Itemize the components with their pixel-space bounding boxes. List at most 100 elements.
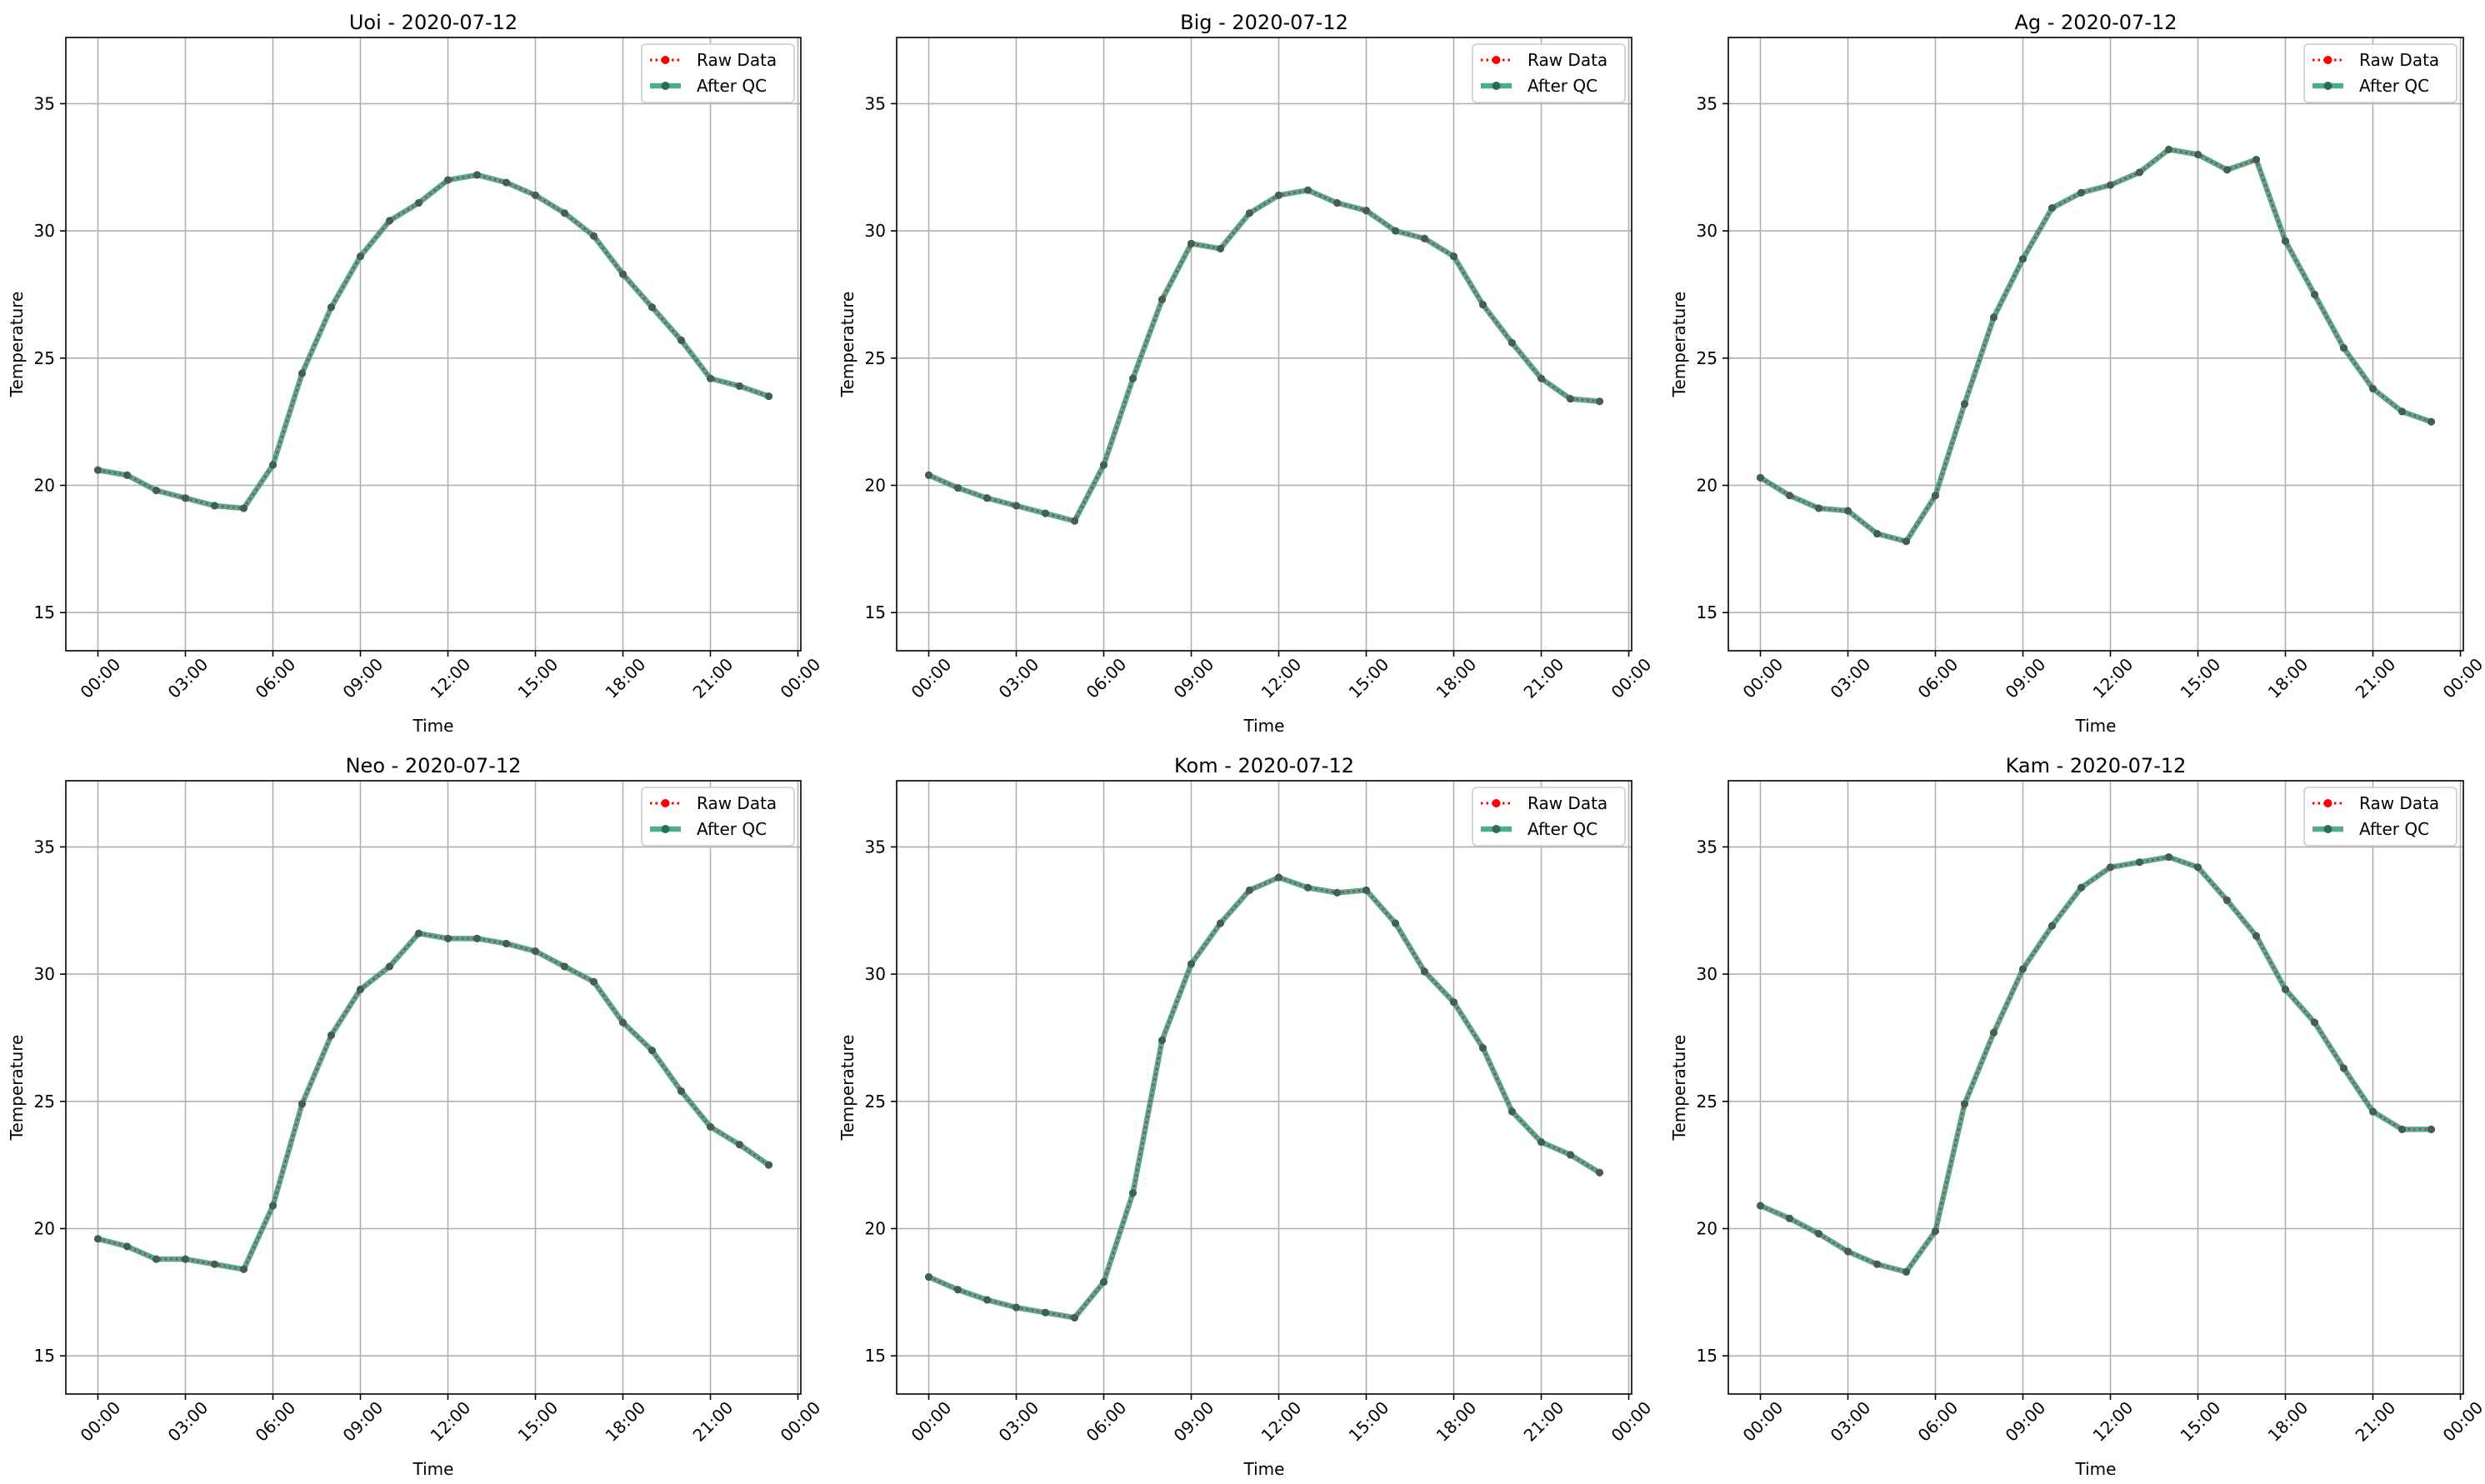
y-tick-label: 20 — [865, 475, 886, 495]
x-tick-label: 15:00 — [2177, 654, 2225, 702]
x-tick-label: 12:00 — [2089, 654, 2138, 702]
legend: Raw Data After QC — [1472, 787, 1626, 847]
data-point-qc — [357, 252, 364, 261]
data-point-qc — [1042, 1308, 1049, 1317]
data-point-qc — [1362, 207, 1370, 215]
series-line-after-qc — [928, 874, 1602, 1321]
data-point-qc — [2369, 1107, 2377, 1116]
legend-marker-qc — [1492, 825, 1501, 833]
data-point-qc — [386, 962, 393, 971]
data-point-qc — [240, 1265, 248, 1273]
data-point-qc — [561, 962, 568, 971]
x-tick-label: 03:00 — [995, 1397, 1043, 1446]
data-point-qc — [152, 1255, 160, 1263]
series-line-after-qc — [928, 187, 1600, 524]
data-point-qc — [1246, 886, 1253, 894]
data-point-qc — [2428, 417, 2435, 426]
data-point-qc — [1158, 296, 1166, 304]
data-point-qc — [1012, 502, 1020, 510]
x-tick-label: 15:00 — [514, 1397, 562, 1446]
subplot-4: 00:00 03:00 06:00 09:00 12:00 15:00 18:00 21:00… — [838, 754, 1655, 1479]
x-tick-label: 21:00 — [1520, 1397, 1568, 1446]
legend-marker-qc — [2323, 82, 2332, 90]
data-point-qc — [707, 374, 714, 382]
legend-label-qc: After QC — [1528, 76, 1598, 96]
x-tick-label: 09:00 — [1170, 654, 1218, 702]
data-point-qc — [1158, 1037, 1166, 1045]
x-tick-label: 00:00 — [77, 654, 125, 702]
y-tick-label: 25 — [1697, 1092, 1718, 1112]
axes-frame — [1728, 780, 2464, 1395]
data-point-qc — [328, 1031, 335, 1039]
data-point-qc — [765, 1161, 772, 1169]
data-point-qc — [954, 484, 962, 492]
data-point-qc — [1392, 919, 1399, 927]
data-point-qc — [1129, 374, 1137, 382]
axes-frame — [65, 37, 802, 652]
data-point-qc — [1844, 1247, 1852, 1256]
legend: Raw Data After QC — [641, 787, 795, 847]
x-tick-label: 18:00 — [1432, 1397, 1481, 1446]
data-point-qc — [2252, 932, 2260, 940]
data-point-qc — [1961, 400, 1968, 408]
legend-marker-raw — [661, 799, 670, 807]
x-tick-label: 18:00 — [602, 654, 650, 702]
legend-marker-qc — [1492, 82, 1501, 90]
y-axis-label: Temperature — [7, 292, 27, 398]
y-tick-label: 35 — [1697, 837, 1718, 857]
data-point-qc — [2165, 853, 2172, 862]
series-line-raw-data — [98, 173, 769, 510]
data-point-qc — [1815, 504, 1822, 512]
y-tick-label: 15 — [34, 1346, 55, 1366]
y-tick-label: 35 — [34, 837, 55, 857]
x-tick-label: 00:00 — [908, 1397, 956, 1446]
data-point-qc — [1217, 244, 1224, 252]
y-tick-label: 30 — [34, 964, 55, 984]
data-point-qc — [1902, 537, 1910, 546]
x-tick-label: 00:00 — [1608, 654, 1656, 702]
data-point-qc — [1567, 395, 1574, 403]
x-tick-label: 15:00 — [1345, 654, 1393, 702]
data-point-qc — [444, 934, 452, 942]
legend-label-qc: After QC — [2359, 76, 2429, 96]
data-point-qc — [590, 977, 598, 986]
data-point-qc — [736, 1141, 743, 1149]
y-tick-label: 30 — [34, 221, 55, 241]
data-point-qc — [1421, 967, 1428, 976]
data-point-qc — [1275, 873, 1282, 882]
x-tick-label: 00:00 — [777, 654, 825, 702]
chart-title: Kam - 2020-07-12 — [2006, 754, 2187, 777]
data-point-qc — [357, 985, 364, 993]
data-point-qc — [2223, 166, 2231, 174]
y-tick-label: 30 — [1697, 964, 1718, 984]
data-point-qc — [1304, 883, 1312, 892]
y-tick-label: 30 — [865, 964, 886, 984]
data-point-qc — [473, 171, 481, 179]
data-point-qc — [1188, 239, 1195, 247]
x-tick-label: 06:00 — [1914, 1397, 1962, 1446]
y-tick-label: 25 — [34, 1092, 55, 1112]
data-point-qc — [123, 471, 131, 479]
series-line-after-qc — [1758, 147, 2432, 544]
data-point-qc — [1071, 1313, 1078, 1322]
legend-marker-raw — [661, 56, 670, 64]
data-point-qc — [1538, 374, 1545, 382]
data-point-qc — [707, 1122, 714, 1131]
data-point-qc — [1421, 234, 1428, 242]
axes-frame — [1728, 37, 2464, 652]
data-point-qc — [2194, 863, 2202, 872]
y-tick-label: 25 — [34, 348, 55, 368]
data-point-qc — [2311, 1018, 2318, 1027]
data-point-qc — [269, 461, 277, 469]
x-tick-label: 00:00 — [1739, 654, 1788, 702]
x-tick-label: 21:00 — [689, 654, 738, 702]
series-line-after-qc — [1759, 854, 2432, 1275]
data-point-qc — [2194, 150, 2202, 158]
x-tick-label: 06:00 — [1914, 654, 1962, 702]
legend-marker-raw — [1492, 799, 1501, 807]
x-tick-label: 00:00 — [1608, 1397, 1656, 1446]
data-point-qc — [2311, 290, 2318, 298]
data-point-qc — [678, 336, 685, 344]
data-point-qc — [2107, 181, 2114, 189]
